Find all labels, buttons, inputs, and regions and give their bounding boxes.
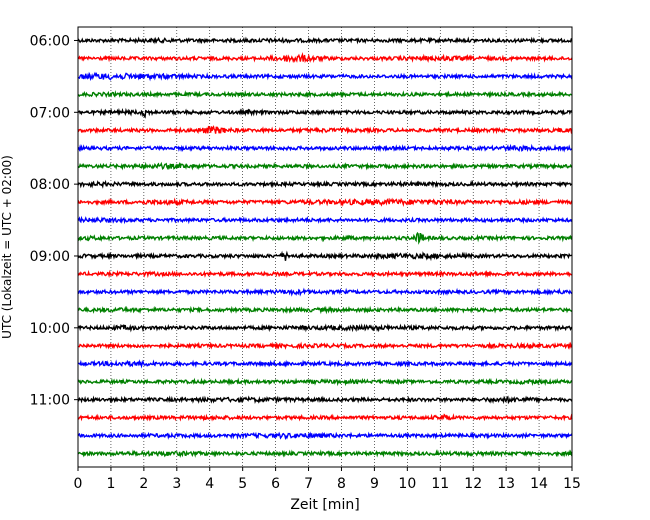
trace-0730	[77, 143, 573, 153]
trace-1045	[77, 377, 573, 387]
y-tick-label: 06:00	[30, 33, 70, 49]
y-tick-label: 08:00	[30, 177, 70, 193]
y-axis: 06:00 07:00 08:00 09:00 10:00 11:00	[30, 33, 78, 409]
x-tick-label: 13	[497, 476, 515, 492]
trace-1115	[77, 413, 573, 422]
x-tick-label: 14	[530, 476, 548, 492]
trace-1100	[77, 395, 573, 405]
x-axis: 0 1 2 3 4 5 6 7 8 9 10 11 12 13 14 15	[74, 467, 581, 492]
trace-0745	[77, 161, 573, 171]
y-tick-label: 07:00	[30, 105, 70, 121]
x-tick-label: 5	[238, 476, 247, 492]
trace-0845	[77, 231, 573, 245]
x-tick-label: 6	[271, 476, 280, 492]
x-tick-label: 9	[370, 476, 379, 492]
x-tick-label: 8	[337, 476, 346, 492]
trace-0800	[77, 179, 573, 189]
trace-0600	[77, 36, 573, 45]
trace-0700	[77, 107, 573, 119]
trace-0630	[77, 71, 573, 82]
y-axis-label: UTC (Lokalzeit = UTC + 02:00)	[0, 155, 14, 339]
trace-1000	[77, 323, 573, 333]
x-tick-label: 2	[139, 476, 148, 492]
trace-0915	[77, 269, 573, 279]
trace-0900	[77, 250, 573, 262]
trace-0945	[78, 305, 573, 315]
x-tick-label: 4	[205, 476, 214, 492]
x-axis-label: Zeit [min]	[290, 497, 359, 513]
x-tick-label: 12	[464, 476, 482, 492]
trace-1015	[77, 341, 573, 351]
trace-1145	[77, 449, 573, 458]
x-tick-label: 7	[304, 476, 313, 492]
x-tick-label: 3	[172, 476, 181, 492]
trace-1030	[77, 359, 573, 369]
plot-frame	[77, 26, 573, 468]
trace-0615	[77, 51, 573, 64]
y-tick-label: 11:00	[30, 393, 70, 409]
x-tick-label: 11	[431, 476, 449, 492]
y-tick-label: 10:00	[30, 321, 70, 337]
trace-0930	[77, 287, 573, 297]
trace-0815	[77, 197, 573, 207]
trace-0715	[77, 125, 573, 135]
x-tick-label: 1	[106, 476, 115, 492]
y-tick-label: 09:00	[30, 249, 70, 265]
seismic-traces	[77, 36, 573, 458]
grid-lines	[110, 27, 540, 467]
trace-0645	[77, 90, 573, 99]
trace-0830	[77, 215, 573, 225]
x-tick-label: 0	[74, 476, 83, 492]
x-tick-label: 10	[398, 476, 416, 492]
x-tick-label: 15	[563, 476, 581, 492]
trace-1130	[77, 431, 573, 441]
